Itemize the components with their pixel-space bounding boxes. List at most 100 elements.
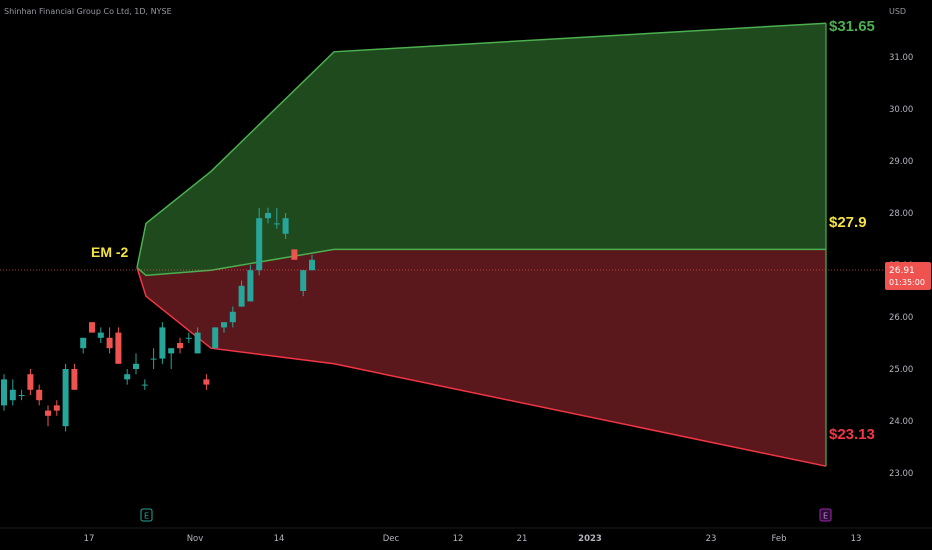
candle-body [256, 218, 263, 271]
candle[interactable] [185, 332, 192, 343]
price-tick-label: 31.00 [889, 53, 913, 63]
price-tick-label: 29.00 [889, 157, 913, 167]
candle[interactable] [36, 384, 43, 406]
candle[interactable] [194, 327, 201, 354]
candle[interactable] [9, 379, 16, 406]
price-tick-label: 26.00 [889, 313, 913, 323]
candle-body [273, 223, 280, 225]
candle[interactable] [62, 363, 69, 432]
candle[interactable] [309, 254, 315, 271]
candle[interactable] [18, 389, 25, 401]
earnings-icon: E [823, 512, 828, 521]
candle-body [309, 259, 315, 271]
candle[interactable] [53, 400, 60, 416]
candle-body [115, 332, 122, 364]
candle-body [124, 374, 131, 380]
candle[interactable] [133, 353, 139, 375]
time-tick-label: 17 [84, 534, 95, 544]
time-tick-label: 12 [453, 534, 464, 544]
candle[interactable] [265, 207, 271, 224]
candle-body [212, 327, 219, 349]
candle-body [282, 218, 289, 234]
earnings-marker-future[interactable]: E [819, 508, 832, 522]
candle-body [185, 337, 192, 339]
candle[interactable] [27, 369, 34, 395]
time-axis[interactable]: 17 Nov 14 Dec 12 21 2023 23 Feb 13 [84, 534, 862, 544]
candle[interactable] [300, 270, 307, 297]
candle-body [27, 374, 34, 390]
candle-body [45, 410, 51, 416]
time-tick-label: 21 [517, 534, 528, 544]
time-tick-label: Feb [771, 534, 786, 544]
time-tick-label: 2023 [578, 534, 602, 544]
candle-body [36, 389, 43, 401]
expected-move-bands [136, 22, 827, 467]
candle[interactable] [45, 405, 51, 427]
upper-band-area [137, 23, 826, 276]
candle[interactable] [203, 374, 210, 390]
price-tick-label: 30.00 [889, 105, 913, 115]
candle-body [62, 369, 69, 427]
candle-body [203, 379, 210, 385]
candle-body [291, 249, 298, 260]
candle[interactable] [282, 213, 289, 239]
time-tick-label: Dec [383, 534, 400, 544]
candle-body [177, 343, 183, 349]
candle[interactable] [273, 207, 280, 229]
candle-body [238, 285, 245, 307]
candle-body [141, 384, 148, 386]
earnings-marker-past[interactable]: E [140, 508, 153, 522]
candle-body [265, 213, 271, 219]
candle-body [89, 322, 95, 333]
candle[interactable] [106, 327, 113, 354]
candle[interactable] [159, 322, 166, 364]
candle-body [18, 395, 25, 396]
bar-countdown: 01:35:00 [889, 278, 925, 287]
em-label: EM -2 [91, 244, 129, 260]
candle[interactable] [124, 369, 131, 385]
candle-body [97, 332, 104, 338]
candle-body [168, 348, 175, 354]
em-mid-label: $27.9 [829, 214, 867, 231]
candle[interactable] [71, 363, 78, 390]
candle-body [229, 311, 236, 323]
candle[interactable] [247, 265, 254, 302]
candle[interactable] [141, 379, 148, 390]
candle[interactable] [97, 327, 104, 343]
candle[interactable] [238, 280, 245, 307]
candlestick-series[interactable] [1, 207, 315, 432]
candle[interactable] [89, 322, 95, 333]
candle-body [133, 363, 139, 369]
earnings-icon: E [144, 512, 149, 521]
currency-label: USD [889, 7, 906, 16]
candle-body [300, 270, 307, 291]
candle[interactable] [221, 322, 227, 333]
time-tick-label: 23 [706, 534, 717, 544]
upper-band-line [136, 22, 827, 268]
candle-body [80, 337, 87, 349]
time-tick-label: 13 [851, 534, 862, 544]
last-price-value: 26.91 [889, 266, 915, 276]
price-tick-label: 23.00 [889, 469, 913, 479]
candle[interactable] [177, 337, 183, 354]
candle[interactable] [229, 306, 236, 328]
candle[interactable] [168, 348, 175, 369]
price-tick-label: 24.00 [889, 417, 913, 427]
candle-body [221, 322, 227, 328]
candle[interactable] [1, 374, 7, 411]
candle-body [9, 389, 16, 401]
candle[interactable] [150, 348, 157, 369]
em-lower-label: $23.13 [829, 426, 875, 443]
candle[interactable] [291, 249, 298, 260]
candle[interactable] [80, 337, 87, 354]
candle[interactable] [256, 207, 263, 276]
time-tick-label: 14 [274, 534, 285, 544]
candle[interactable] [115, 327, 122, 364]
candle-body [1, 379, 7, 406]
lower-band-area [137, 249, 826, 467]
em-upper-label: $31.65 [829, 18, 875, 35]
time-tick-label: Nov [187, 534, 204, 544]
price-tick-label: 25.00 [889, 365, 913, 375]
candle[interactable] [212, 327, 219, 349]
